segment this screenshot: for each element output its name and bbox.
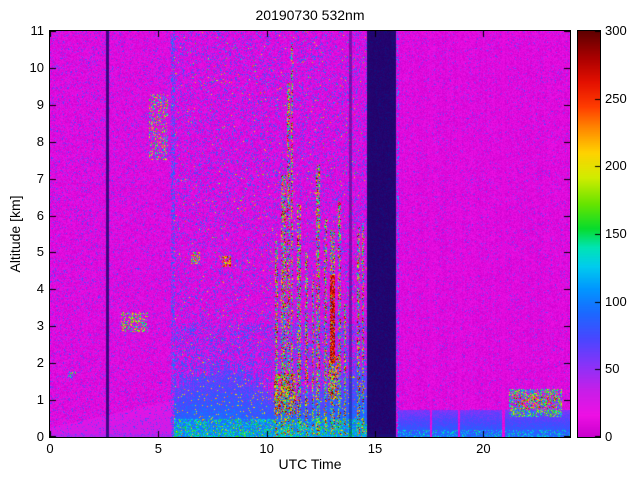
y-tick-label: 1 bbox=[36, 392, 44, 408]
x-axis-label: UTC Time bbox=[278, 456, 342, 472]
colorbar-tick-label: 0 bbox=[605, 429, 613, 444]
colorbar-tick-label: 200 bbox=[605, 158, 627, 174]
y-tick-label: 4 bbox=[36, 281, 44, 297]
y-tick-label: 5 bbox=[36, 244, 44, 260]
colorbar-tick-label: 100 bbox=[605, 293, 627, 309]
colorbar-tick-label: 50 bbox=[605, 361, 620, 377]
heatmap-canvas bbox=[50, 31, 570, 437]
colorbar-tick-label: 150 bbox=[605, 226, 627, 241]
colorbar-tick-label: 300 bbox=[605, 23, 627, 38]
y-tick-label: 6 bbox=[36, 207, 44, 223]
x-tick-label: 5 bbox=[154, 441, 162, 456]
x-tick-label: 15 bbox=[367, 441, 383, 456]
y-tick-label: 0 bbox=[36, 429, 44, 444]
colorbar bbox=[577, 30, 601, 438]
y-tick-label: 8 bbox=[36, 133, 44, 149]
y-tick-label: 3 bbox=[36, 318, 44, 334]
chart-title: 20190730 532nm bbox=[255, 7, 365, 23]
y-tick-label: 11 bbox=[30, 23, 45, 38]
x-tick-label: 0 bbox=[46, 441, 54, 456]
y-tick-label: 2 bbox=[36, 355, 44, 371]
y-tick-label: 10 bbox=[29, 59, 44, 75]
y-tick-label: 7 bbox=[36, 170, 44, 186]
x-tick-label: 20 bbox=[476, 441, 491, 456]
y-tick-label: 9 bbox=[36, 96, 44, 112]
colorbar-canvas bbox=[578, 31, 600, 437]
x-tick-label: 10 bbox=[259, 441, 274, 456]
plot-area bbox=[49, 30, 571, 438]
colorbar-tick-label: 250 bbox=[605, 90, 627, 106]
